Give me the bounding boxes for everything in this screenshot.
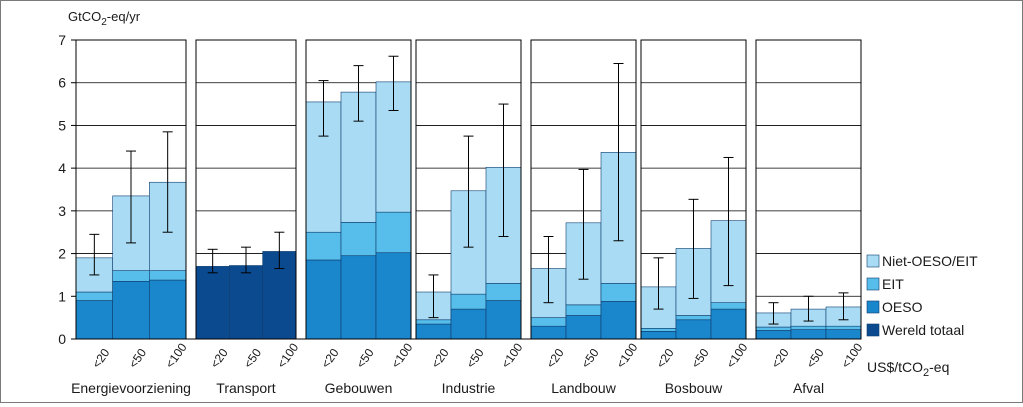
sector-label: Bosbouw <box>665 380 723 396</box>
bar-segment-oecd <box>675 319 712 340</box>
bar-segment-oecd <box>710 308 747 340</box>
sector-label: Industrie <box>442 380 496 396</box>
price-tick-label: <20 <box>768 346 791 371</box>
error-layer <box>89 55 849 325</box>
y-axis-label: GtCO2-eq/yr <box>68 9 141 28</box>
axis-layer: 0 1 2 3 4 5 6 7 <box>58 32 861 347</box>
bar-segment-oecd <box>600 301 637 340</box>
y-tick-label: 2 <box>58 246 66 262</box>
price-tick-label: <50 <box>688 346 711 371</box>
bar-segment-oecd <box>640 331 677 340</box>
legend-label-world: Wereld totaal <box>882 322 964 338</box>
bar-segment-eit <box>112 270 150 282</box>
y-axis-label-sub: 2 <box>101 17 107 28</box>
bar-segment-eit <box>565 304 602 316</box>
price-tick-label: <50 <box>241 346 264 371</box>
legend-swatch-eit <box>866 277 880 291</box>
bar-segment-eit <box>790 325 827 330</box>
bar-segment-oecd <box>340 255 377 340</box>
price-tick-label: <50 <box>803 346 826 371</box>
price-tick-label: <20 <box>543 346 566 371</box>
y-tick-label: 7 <box>58 32 66 48</box>
bar-segment-oecd <box>375 252 412 340</box>
bar-segment-oecd <box>305 259 342 340</box>
x-unit-label-sub: 2 <box>923 367 929 379</box>
bar-segment-eit <box>305 231 342 261</box>
price-tick-label: <20 <box>208 346 231 371</box>
price-tick-label: <100 <box>613 340 640 370</box>
bar-segment-eit <box>600 283 637 302</box>
bar-segment-eit <box>675 315 712 321</box>
bar-segment-eit <box>825 325 862 330</box>
y-tick-label: 6 <box>58 75 66 91</box>
bar-segment-oecd <box>415 323 452 340</box>
price-tick-label: <20 <box>653 346 676 371</box>
price-tick-label: <50 <box>126 346 149 371</box>
bar-segment-eit <box>149 270 187 281</box>
bar-segment-eit <box>640 328 677 332</box>
x-unit-label-tail: -eq <box>929 359 949 375</box>
price-tick-label: <100 <box>723 340 750 370</box>
legend-layer: Niet-OESO/EIT EIT OESO Wereld totaal <box>866 253 978 338</box>
bar-segment-oecd <box>755 330 792 340</box>
legend-swatch-world <box>866 323 880 337</box>
bar-segment-oecd <box>530 325 567 340</box>
bar-segment-eit <box>75 291 113 301</box>
bar-segment-oecd <box>790 329 827 340</box>
y-tick-label: 3 <box>58 203 66 219</box>
bar-segment-eit <box>710 302 747 310</box>
sector-label: Afval <box>793 380 824 396</box>
bar-segment-eit <box>530 317 567 327</box>
bar-segment-oecd <box>75 300 113 340</box>
x-unit-label: US$/tCO2-eq <box>867 359 949 379</box>
legend-swatch-nonoecd <box>866 254 880 268</box>
legend-label-nonoecd: Niet-OESO/EIT <box>882 253 978 269</box>
y-tick-label: 0 <box>58 331 66 347</box>
bar-segment-oecd <box>450 308 487 340</box>
price-tick-label: <50 <box>353 346 376 371</box>
y-tick-label: 1 <box>58 288 66 304</box>
price-tick-label: <100 <box>163 340 190 370</box>
bar-segment-world <box>229 265 263 340</box>
bar-segment-eit <box>450 293 487 310</box>
price-tick-label: <20 <box>318 346 341 371</box>
legend-swatch-oecd <box>866 300 880 314</box>
label-layer: <20 <50 <100 Energievoorziening <20 <50 <100 Tr… <box>71 340 866 396</box>
bar-segment-oecd <box>149 279 187 340</box>
bar-segment-oecd <box>825 329 862 340</box>
sector-label: Transport <box>216 380 276 396</box>
price-tick-label: <20 <box>89 346 112 371</box>
bar-segment-eit <box>415 319 452 325</box>
legend-label-eit: EIT <box>882 276 904 292</box>
sector-label: Landbouw <box>551 380 617 396</box>
bar-segment-oecd <box>565 315 602 340</box>
price-tick-label: <100 <box>838 340 865 370</box>
price-tick-label: <50 <box>578 346 601 371</box>
price-tick-label: <20 <box>428 346 451 371</box>
sector-label: Gebouwen <box>325 380 393 396</box>
price-tick-label: <50 <box>463 346 486 371</box>
bar-segment-eit <box>755 326 792 331</box>
bar-segment-world <box>195 266 230 340</box>
y-axis-label-tail: -eq/yr <box>107 9 141 24</box>
bar-segment-oecd <box>485 300 522 340</box>
y-axis-label-main: GtCO <box>68 9 101 24</box>
y-tick-label: 5 <box>58 117 66 133</box>
sector-panel <box>755 39 862 340</box>
price-tick-label: <100 <box>274 340 301 370</box>
sector-label: Energievoorziening <box>71 380 191 396</box>
y-tick-label: 4 <box>58 160 66 176</box>
bar-segment-eit <box>485 283 522 301</box>
bar-segment-oecd <box>112 281 150 340</box>
price-tick-label: <100 <box>388 340 415 370</box>
bar-segment-eit <box>375 211 412 254</box>
x-unit-label-main: US$/tCO <box>867 359 923 375</box>
bar-segment-eit <box>340 222 377 257</box>
price-tick-label: <100 <box>498 340 525 370</box>
legend-label-oecd: OESO <box>882 299 923 315</box>
